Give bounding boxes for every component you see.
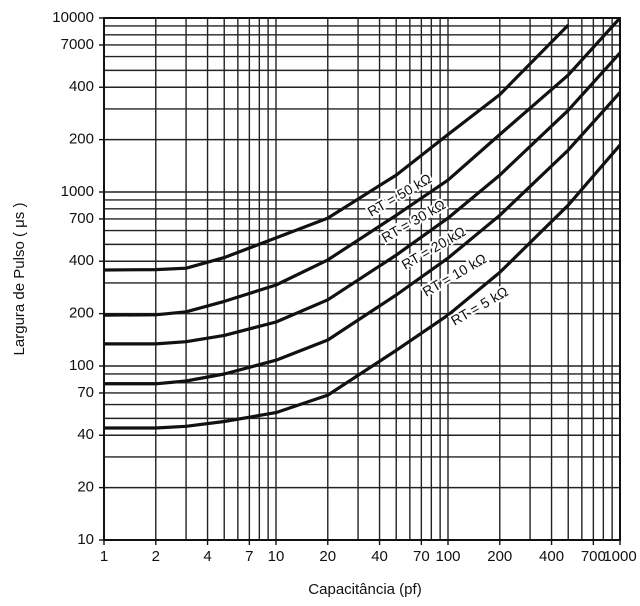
curve [104, 91, 620, 386]
curve [104, 23, 570, 272]
y-tick-label: 20 [77, 479, 94, 496]
x-tick-label: 70 [413, 548, 430, 565]
x-tick-label: 2 [152, 548, 160, 565]
x-tick-label: 100 [435, 548, 460, 565]
x-tick-label: 20 [319, 548, 336, 565]
x-tick-label: 10 [268, 548, 285, 565]
y-tick-label: 10000 [52, 9, 94, 26]
curve [104, 51, 620, 346]
plot-frame [103, 17, 621, 541]
y-tick-label: 70 [77, 384, 94, 401]
x-tick-label: 40 [371, 548, 388, 565]
x-tick-label: 1 [100, 548, 108, 565]
y-tick-label: 1000 [61, 183, 94, 200]
y-tick-label: 100 [69, 357, 94, 374]
x-tick-label: 1000 [603, 548, 636, 565]
curve [104, 144, 620, 430]
x-tick-label: 400 [539, 548, 564, 565]
y-tick-label: 400 [69, 252, 94, 269]
y-tick-label: 40 [77, 426, 94, 443]
y-tick-label: 700 [69, 210, 94, 227]
y-axis-label: Largura de Pulso ( μs ) [11, 203, 28, 356]
x-tick-label: 4 [203, 548, 211, 565]
x-tick-label: 200 [487, 548, 512, 565]
y-tick-label: 200 [69, 131, 94, 148]
y-tick-label: 200 [69, 305, 94, 322]
curve [104, 18, 620, 317]
y-tick-label: 400 [69, 78, 94, 95]
y-tick-label: 10 [77, 531, 94, 548]
y-tick-label: 7000 [61, 36, 94, 53]
x-axis-label: Capacitância (pf) [308, 581, 421, 598]
x-tick-label: 700 [581, 548, 606, 565]
x-tick-label: 7 [245, 548, 253, 565]
